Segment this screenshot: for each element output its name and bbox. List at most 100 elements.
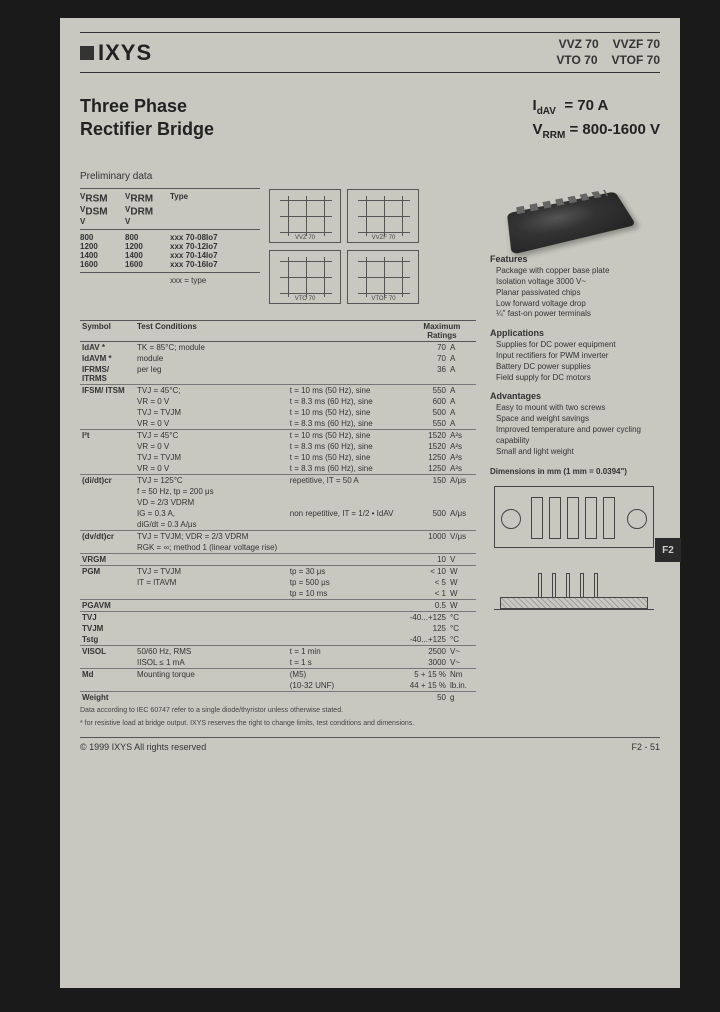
type-row: 800800xxx 70-08Io7 bbox=[80, 233, 260, 242]
dim-terminal-icon bbox=[567, 497, 579, 539]
list-item: Planar passivated chips bbox=[496, 288, 660, 299]
left-column: VRSM VRRM Type VDSM VDRM V V bbox=[80, 188, 476, 703]
part-vto: VTO 70 bbox=[556, 53, 597, 67]
section-tab: F2 bbox=[655, 538, 681, 562]
type-row: 16001600xxx 70-16Io7 bbox=[80, 260, 260, 269]
list-item: Small and light weight bbox=[496, 447, 660, 458]
advantages-heading: Advantages bbox=[490, 391, 660, 401]
dim-pin-icon bbox=[538, 573, 542, 597]
type-note: xxx = type bbox=[170, 276, 260, 285]
table-row: IG = 0.3 A,non repetitive, IT = 1/2 • Id… bbox=[80, 508, 476, 519]
list-item: Isolation voltage 3000 V~ bbox=[496, 277, 660, 288]
part-vtof: VTOF 70 bbox=[612, 53, 660, 67]
table-row: tp = 10 ms< 1W bbox=[80, 588, 476, 600]
table-row: (dv/dt)crTVJ = TVJM; VDR = 2/3 VDRM1000V… bbox=[80, 531, 476, 543]
dim-terminal-icon bbox=[531, 497, 543, 539]
footnote-1: Data according to IEC 60747 refer to a s… bbox=[80, 707, 660, 716]
page-title: Three Phase Rectifier Bridge bbox=[80, 95, 214, 143]
dim-pin-icon bbox=[594, 573, 598, 597]
ratings-table: Symbol Test Conditions Maximum Ratings I… bbox=[80, 320, 476, 703]
table-row: VR = 0 Vt = 8.3 ms (60 Hz), sine1520A²s bbox=[80, 441, 476, 452]
preliminary-label: Preliminary data bbox=[80, 171, 680, 182]
table-row: TVJ = TVJMt = 10 ms (50 Hz), sine500A bbox=[80, 407, 476, 418]
footnote-2: * for resistive load at bridge output. I… bbox=[80, 720, 660, 729]
dim-pin-icon bbox=[580, 573, 584, 597]
list-item: Low forward voltage drop bbox=[496, 299, 660, 310]
part-numbers: VVZ 70 VVZF 70 VTO 70 VTOF 70 bbox=[542, 37, 660, 68]
table-row: I²tTVJ = 45°Ct = 10 ms (50 Hz), sine1520… bbox=[80, 430, 476, 442]
dimensions-drawing bbox=[490, 482, 658, 622]
page-footer: © 1999 IXYS All rights reserved F2 - 51 bbox=[80, 737, 660, 752]
copyright: © 1999 IXYS All rights reserved bbox=[80, 742, 206, 752]
dim-terminal-icon bbox=[549, 497, 561, 539]
circuit-diagrams: VVZ 70 VVZF 70 VTO 70 VTOF 70 bbox=[268, 188, 420, 310]
dim-base-icon bbox=[500, 597, 648, 609]
features-list: Package with copper base plateIsolation … bbox=[496, 266, 660, 320]
logo-square-icon bbox=[80, 46, 94, 60]
table-row: TVJM125°C bbox=[80, 623, 476, 634]
type-row: 14001400xxx 70-14Io7 bbox=[80, 251, 260, 260]
dim-side-view bbox=[494, 560, 654, 610]
table-row: VRGM10V bbox=[80, 554, 476, 566]
type-table: VRSM VRRM Type VDSM VDRM V V bbox=[80, 188, 260, 285]
table-row: IdAVM *module70A bbox=[80, 353, 476, 364]
datasheet-page: IXYS VVZ 70VVZF 70 VTO 70VTOF 70 Three P… bbox=[60, 18, 680, 988]
key-specs: IdAV = 70 A VRRM = 800-1600 V bbox=[533, 95, 660, 143]
table-row: IISOL ≤ 1 mAt = 1 s3000V~ bbox=[80, 657, 476, 669]
table-row: (10-32 UNF)44 + 15 %lb.in. bbox=[80, 680, 476, 692]
advantages-list: Easy to mount with two screwsSpace and w… bbox=[496, 403, 660, 457]
type-row: 12001200xxx 70-12Io7 bbox=[80, 242, 260, 251]
part-vvzf: VVZF 70 bbox=[613, 37, 660, 51]
col-max: Maximum Ratings bbox=[408, 321, 476, 342]
spec-idav: IdAV = 70 A bbox=[533, 95, 660, 119]
module-photo bbox=[507, 192, 636, 255]
table-row: IdAV *TK = 85°C; module70A bbox=[80, 342, 476, 354]
spec-vrrm: VRRM = 800-1600 V bbox=[533, 119, 660, 143]
dim-pin-icon bbox=[552, 573, 556, 597]
title-row: Three Phase Rectifier Bridge IdAV = 70 A… bbox=[80, 95, 660, 143]
list-item: Input rectifiers for PWM inverter bbox=[496, 351, 660, 362]
col-conditions: Test Conditions bbox=[135, 321, 408, 342]
diagram-vvzf: VVZF 70 bbox=[347, 189, 419, 243]
logo: IXYS bbox=[80, 40, 152, 66]
part-vvz: VVZ 70 bbox=[559, 37, 599, 51]
list-item: Supplies for DC power equipment bbox=[496, 340, 660, 351]
table-row: IT = ITAVMtp = 500 μs< 5W bbox=[80, 577, 476, 588]
table-row: VR = 0 Vt = 8.3 ms (60 Hz), sine550A bbox=[80, 418, 476, 430]
table-row: VR = 0 Vt = 8.3 ms (60 Hz), sine1250A²s bbox=[80, 463, 476, 475]
list-item: Package with copper base plate bbox=[496, 266, 660, 277]
table-row: PGAVM0.5W bbox=[80, 600, 476, 612]
table-row: Weight50g bbox=[80, 692, 476, 704]
right-column: Features Package with copper base plateI… bbox=[490, 188, 660, 703]
list-item: Space and weight savings bbox=[496, 414, 660, 425]
list-item: Easy to mount with two screws bbox=[496, 403, 660, 414]
table-row: PGMTVJ = TVJMtp = 30 μs< 10W bbox=[80, 566, 476, 578]
table-row: (di/dt)crTVJ = 125°Crepetitive, IT = 50 … bbox=[80, 475, 476, 487]
table-row: Tstg-40...+125°C bbox=[80, 634, 476, 646]
features-heading: Features bbox=[490, 254, 660, 264]
table-row: TVJ = TVJMt = 10 ms (50 Hz), sine1250A²s bbox=[80, 452, 476, 463]
table-row: VISOL50/60 Hz, RMSt = 1 min2500V~ bbox=[80, 646, 476, 658]
dim-terminal-icon bbox=[585, 497, 597, 539]
table-row: RGK = ∞; method 1 (linear voltage rise) bbox=[80, 542, 476, 554]
diagram-vto: VTO 70 bbox=[269, 250, 341, 304]
table-row: VD = 2/3 VDRM bbox=[80, 497, 476, 508]
table-row: TVJ-40...+125°C bbox=[80, 612, 476, 624]
table-row: f = 50 Hz, tp = 200 μs bbox=[80, 486, 476, 497]
col-symbol: Symbol bbox=[80, 321, 135, 342]
dim-terminal-icon bbox=[603, 497, 615, 539]
diagram-vtof: VTOF 70 bbox=[347, 250, 419, 304]
top-block: VRSM VRRM Type VDSM VDRM V V bbox=[80, 188, 476, 310]
table-row: MdMounting torque(M5)5 + 15 %Nm bbox=[80, 669, 476, 681]
table-row: IFRMS/ ITRMSper leg36A bbox=[80, 364, 476, 385]
applications-list: Supplies for DC power equipmentInput rec… bbox=[496, 340, 660, 383]
page-number: F2 - 51 bbox=[631, 742, 660, 752]
list-item: Improved temperature and power cycling c… bbox=[496, 425, 660, 447]
table-row: IFSM/ ITSMTVJ = 45°C;t = 10 ms (50 Hz), … bbox=[80, 385, 476, 397]
content: VRSM VRRM Type VDSM VDRM V V bbox=[80, 188, 660, 703]
page-header: IXYS VVZ 70 VVZF 70 VTO 70 VTOF 70 bbox=[80, 32, 660, 73]
list-item: Field supply for DC motors bbox=[496, 373, 660, 384]
table-row: VR = 0 Vt = 8.3 ms (60 Hz), sine600A bbox=[80, 396, 476, 407]
diagram-vvz: VVZ 70 bbox=[269, 189, 341, 243]
title-line2: Rectifier Bridge bbox=[80, 118, 214, 141]
